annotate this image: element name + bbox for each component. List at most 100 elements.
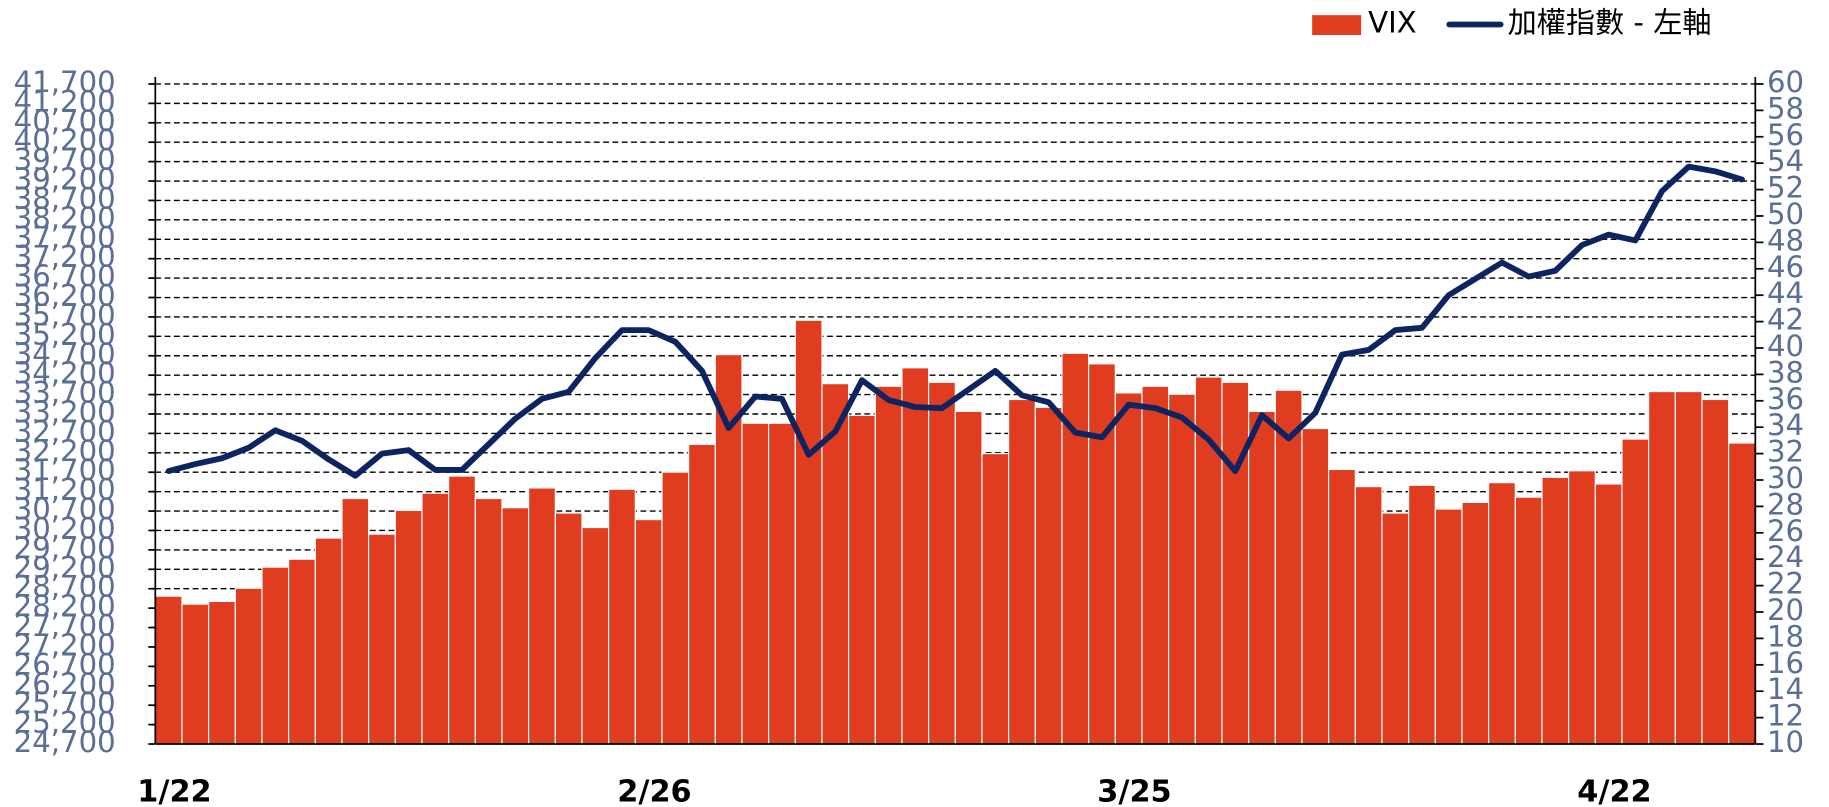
y2-tick-label: 24 (1767, 540, 1804, 574)
y2-tick-label: 56 (1767, 118, 1804, 152)
bar (368, 533, 396, 745)
y-tick-label: 26,700 (14, 647, 116, 681)
y-tick-label: 40,700 (14, 104, 116, 138)
y2-tick-label: 36 (1767, 382, 1804, 416)
y-tick-label: 27,200 (14, 628, 116, 662)
y2-tick-label: 46 (1767, 250, 1804, 284)
bar (394, 509, 423, 745)
bar (154, 595, 183, 745)
bar (741, 422, 770, 745)
bar (688, 443, 716, 745)
line (165, 163, 1745, 479)
bar (981, 453, 1010, 745)
bar (1354, 486, 1383, 745)
y-tick-label: 37,700 (14, 220, 116, 254)
bar (1061, 352, 1090, 745)
bar (1248, 410, 1276, 745)
bar (448, 475, 476, 745)
bar (581, 526, 610, 745)
bar (261, 566, 290, 745)
bar (554, 512, 583, 745)
legend-label: VIX (1368, 5, 1417, 39)
y-tick-label: 40,200 (14, 123, 116, 157)
y-tick-label: 27,700 (14, 609, 116, 643)
bar (1434, 508, 1463, 745)
y-tick-label: 35,200 (14, 317, 116, 351)
y2-tick-label: 60 (1767, 65, 1804, 99)
y2-tick-label: 20 (1767, 593, 1804, 627)
bar (208, 600, 236, 745)
bar (528, 487, 556, 745)
bar (288, 558, 316, 745)
bar (1328, 468, 1356, 745)
y2-tick-label: 38 (1767, 355, 1804, 389)
bar (1301, 427, 1330, 745)
y2-tick-label: 26 (1767, 514, 1804, 548)
bar (768, 422, 796, 745)
y2-tick-label: 34 (1767, 408, 1804, 442)
bar (608, 488, 636, 745)
bar (954, 410, 983, 745)
bar (634, 519, 663, 745)
y-tick-label: 25,200 (14, 706, 116, 740)
y2-tick-label: 58 (1767, 91, 1804, 125)
bar (874, 385, 903, 745)
y2-tick-label: 12 (1767, 699, 1804, 733)
bar (848, 414, 876, 745)
bar (1114, 392, 1143, 745)
y-tick-label: 34,200 (14, 356, 116, 390)
legend-swatch (1312, 15, 1362, 35)
y2-tick-label: 44 (1767, 276, 1804, 310)
y-tick-label: 36,200 (14, 279, 116, 313)
y2-tick-label: 32 (1767, 435, 1804, 469)
bar (1701, 398, 1730, 745)
y2-tick-label: 10 (1767, 725, 1804, 759)
y-tick-label: 32,700 (14, 414, 116, 448)
y-tick-label: 35,700 (14, 298, 116, 332)
bar (501, 507, 530, 745)
y-tick-label: 30,200 (14, 511, 116, 545)
y-tick-label: 26,200 (14, 667, 116, 701)
y-tick-label: 29,200 (14, 550, 116, 584)
bar (1141, 385, 1170, 745)
legend-label: 加權指數 - 左軸 (1508, 5, 1712, 39)
x-tick-label: 4/22 (1577, 775, 1651, 807)
y-tick-label: 34,700 (14, 337, 116, 371)
bar (1728, 442, 1756, 745)
bar (794, 319, 823, 745)
bar (1594, 483, 1623, 745)
bar (901, 367, 930, 745)
y-tick-label: 38,700 (14, 181, 116, 215)
bar (1088, 363, 1116, 745)
bar (1514, 496, 1543, 745)
y2-tick-label: 54 (1767, 144, 1804, 178)
bar (1408, 484, 1436, 745)
y2-tick-label: 14 (1767, 672, 1804, 706)
bar (1008, 398, 1036, 745)
bar (1648, 390, 1676, 745)
y2-tick-label: 30 (1767, 461, 1804, 495)
y-tick-label: 31,200 (14, 473, 116, 507)
bar (1274, 389, 1303, 745)
y-tick-label: 30,700 (14, 492, 116, 526)
bar (234, 587, 263, 745)
x-tick-label: 2/26 (617, 775, 691, 807)
y-tick-label: 28,200 (14, 589, 116, 623)
y2-tick-label: 28 (1767, 487, 1804, 521)
bar (341, 497, 370, 745)
bar (928, 381, 956, 745)
bar (1461, 501, 1490, 745)
y-tick-label: 29,700 (14, 531, 116, 565)
y-tick-label: 33,700 (14, 376, 116, 410)
y-tick-label: 39,200 (14, 162, 116, 196)
bar (474, 497, 503, 745)
bar (1168, 393, 1196, 745)
y-tick-label: 32,200 (14, 434, 116, 468)
y-tick-label: 31,700 (14, 453, 116, 487)
y-tick-label: 37,200 (14, 240, 116, 274)
y-tick-label: 24,700 (14, 725, 116, 759)
y2-tick-label: 50 (1767, 197, 1804, 231)
bar (821, 383, 850, 745)
y2-tick-label: 18 (1767, 619, 1804, 653)
